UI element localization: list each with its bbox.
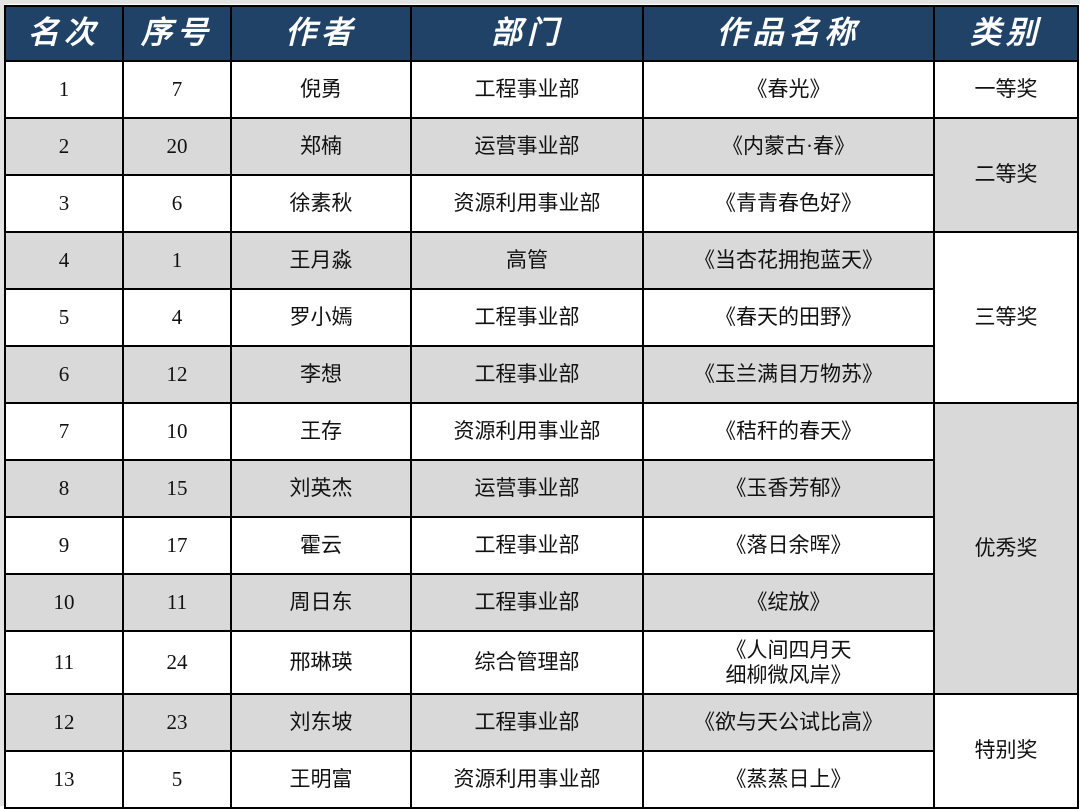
cell-dept[interactable]: 资源利用事业部 — [410, 174, 644, 233]
table-row: 1 7 倪勇 工程事业部 《春光》 一等奖 — [4, 61, 1079, 119]
award-results-table: 名次 序号 作者 部门 作品名称 类别 1 7 倪勇 工程事业部 《春光》 一等奖 2 20 郑… — [4, 5, 1079, 809]
cell-author[interactable]: 徐素秋 — [230, 174, 412, 233]
table-row: 12 23 刘东坡 工程事业部 《欲与天公试比高》 特别奖 — [4, 693, 1079, 809]
cell-rank[interactable]: 7 — [4, 402, 124, 461]
cell-author[interactable]: 王明富 — [230, 750, 412, 809]
cell-author[interactable]: 刘东坡 — [230, 693, 412, 752]
cell-author[interactable]: 刘英杰 — [230, 459, 412, 518]
cell-work[interactable]: 《秸秆的春天》 — [642, 402, 935, 461]
cell-rank[interactable]: 6 — [4, 345, 124, 404]
cell-seq[interactable]: 23 — [122, 693, 232, 752]
cell-seq[interactable]: 24 — [122, 630, 232, 695]
cell-rank[interactable]: 3 — [4, 174, 124, 233]
cell-rank[interactable]: 5 — [4, 288, 124, 347]
cell-dept[interactable]: 运营事业部 — [410, 459, 644, 518]
cell-seq[interactable]: 15 — [122, 459, 232, 518]
column-header-dept[interactable]: 部门 — [410, 5, 644, 62]
column-header-work[interactable]: 作品名称 — [642, 5, 935, 62]
cell-seq[interactable]: 11 — [122, 573, 232, 632]
cell-rank[interactable]: 11 — [4, 630, 124, 695]
cell-work[interactable]: 《蒸蒸日上》 — [642, 750, 935, 809]
cell-seq[interactable]: 6 — [122, 174, 232, 233]
cell-dept[interactable]: 工程事业部 — [410, 516, 644, 575]
work-title-line-2: 细柳微风岸》 — [725, 662, 852, 687]
cell-seq[interactable]: 12 — [122, 345, 232, 404]
cell-seq[interactable]: 4 — [122, 288, 232, 347]
grid-edge-left — [0, 0, 4, 806]
table-row: 13 5 王明富 资源利用事业部 《蒸蒸日上》 — [4, 750, 1078, 809]
cell-work[interactable]: 《人间四月天 细柳微风岸》 — [642, 630, 935, 695]
work-title-line-1: 《人间四月天 — [725, 637, 852, 662]
cell-dept[interactable]: 工程事业部 — [410, 61, 644, 119]
cell-work[interactable]: 《玉兰满目万物苏》 — [642, 345, 935, 404]
cell-author[interactable]: 周日东 — [230, 573, 412, 632]
table-row: 7 10 王存 资源利用事业部 《秸秆的春天》 优秀奖 — [4, 402, 1079, 695]
cell-seq[interactable]: 7 — [122, 61, 232, 119]
table-row: 2 20 郑楠 运营事业部 《内蒙古·春》 二等奖 — [4, 117, 1079, 233]
cell-category[interactable]: 优秀奖 — [933, 402, 1079, 695]
cell-author[interactable]: 倪勇 — [230, 61, 412, 119]
cell-work[interactable]: 《春光》 — [642, 61, 935, 119]
grid-edge-top — [0, 0, 1080, 4]
column-header-rank[interactable]: 名次 — [4, 5, 124, 62]
cell-dept[interactable]: 综合管理部 — [410, 630, 644, 695]
cell-work[interactable]: 《欲与天公试比高》 — [642, 693, 935, 752]
cell-dept[interactable]: 高管 — [410, 231, 644, 290]
cell-author[interactable]: 郑楠 — [230, 117, 412, 176]
cell-category[interactable]: 三等奖 — [933, 231, 1079, 404]
cell-seq[interactable]: 20 — [122, 117, 232, 176]
cell-work[interactable]: 《玉香芳郁》 — [642, 459, 935, 518]
cell-author[interactable]: 李想 — [230, 345, 412, 404]
column-header-seq[interactable]: 序号 — [122, 5, 232, 62]
cell-rank[interactable]: 9 — [4, 516, 124, 575]
cell-rank[interactable]: 12 — [4, 693, 124, 752]
cell-dept[interactable]: 工程事业部 — [410, 288, 644, 347]
cell-category[interactable]: 特别奖 — [933, 693, 1079, 809]
cell-work[interactable]: 《春天的田野》 — [642, 288, 935, 347]
cell-dept[interactable]: 工程事业部 — [410, 573, 644, 632]
cell-dept[interactable]: 资源利用事业部 — [410, 750, 644, 809]
table-row: 9 17 霍云 工程事业部 《落日余晖》 — [4, 516, 1078, 575]
column-header-author[interactable]: 作者 — [230, 5, 412, 62]
cell-dept[interactable]: 运营事业部 — [410, 117, 644, 176]
cell-author[interactable]: 罗小嫣 — [230, 288, 412, 347]
cell-rank[interactable]: 8 — [4, 459, 124, 518]
cell-work[interactable]: 《当杏花拥抱蓝天》 — [642, 231, 935, 290]
cell-dept[interactable]: 工程事业部 — [410, 345, 644, 404]
cell-work[interactable]: 《落日余晖》 — [642, 516, 935, 575]
table-body: 1 7 倪勇 工程事业部 《春光》 一等奖 2 20 郑楠 运营事业部 《内蒙古·春》 二等奖 3 6 徐素… — [4, 61, 1079, 809]
cell-seq[interactable]: 17 — [122, 516, 232, 575]
cell-seq[interactable]: 10 — [122, 402, 232, 461]
cell-rank[interactable]: 10 — [4, 573, 124, 632]
cell-dept[interactable]: 工程事业部 — [410, 693, 644, 752]
cell-author[interactable]: 王月淼 — [230, 231, 412, 290]
table-row: 3 6 徐素秋 资源利用事业部 《青青春色好》 — [4, 174, 1078, 233]
cell-work[interactable]: 《青青春色好》 — [642, 174, 935, 233]
column-header-category[interactable]: 类别 — [933, 5, 1079, 62]
cell-dept[interactable]: 资源利用事业部 — [410, 402, 644, 461]
table-row: 4 1 王月淼 高管 《当杏花拥抱蓝天》 三等奖 — [4, 231, 1079, 404]
cell-work[interactable]: 《绽放》 — [642, 573, 935, 632]
cell-author[interactable]: 王存 — [230, 402, 412, 461]
cell-work[interactable]: 《内蒙古·春》 — [642, 117, 935, 176]
table-row: 8 15 刘英杰 运营事业部 《玉香芳郁》 — [4, 459, 1078, 518]
cell-seq[interactable]: 5 — [122, 750, 232, 809]
table-row: 11 24 邢琳瑛 综合管理部 《人间四月天 细柳微风岸》 — [4, 630, 1078, 695]
table-row: 10 11 周日东 工程事业部 《绽放》 — [4, 573, 1078, 632]
cell-rank[interactable]: 2 — [4, 117, 124, 176]
cell-seq[interactable]: 1 — [122, 231, 232, 290]
cell-category[interactable]: 一等奖 — [933, 61, 1079, 119]
table-header: 名次 序号 作者 部门 作品名称 类别 — [4, 5, 1079, 62]
cell-rank[interactable]: 1 — [4, 61, 124, 119]
table-row: 5 4 罗小嫣 工程事业部 《春天的田野》 — [4, 288, 1078, 347]
table-row: 6 12 李想 工程事业部 《玉兰满目万物苏》 — [4, 345, 1078, 404]
cell-author[interactable]: 霍云 — [230, 516, 412, 575]
header-row: 名次 序号 作者 部门 作品名称 类别 — [4, 5, 1079, 62]
cell-author[interactable]: 邢琳瑛 — [230, 630, 412, 695]
cell-category[interactable]: 二等奖 — [933, 117, 1079, 233]
cell-rank[interactable]: 4 — [4, 231, 124, 290]
cell-rank[interactable]: 13 — [4, 750, 124, 809]
